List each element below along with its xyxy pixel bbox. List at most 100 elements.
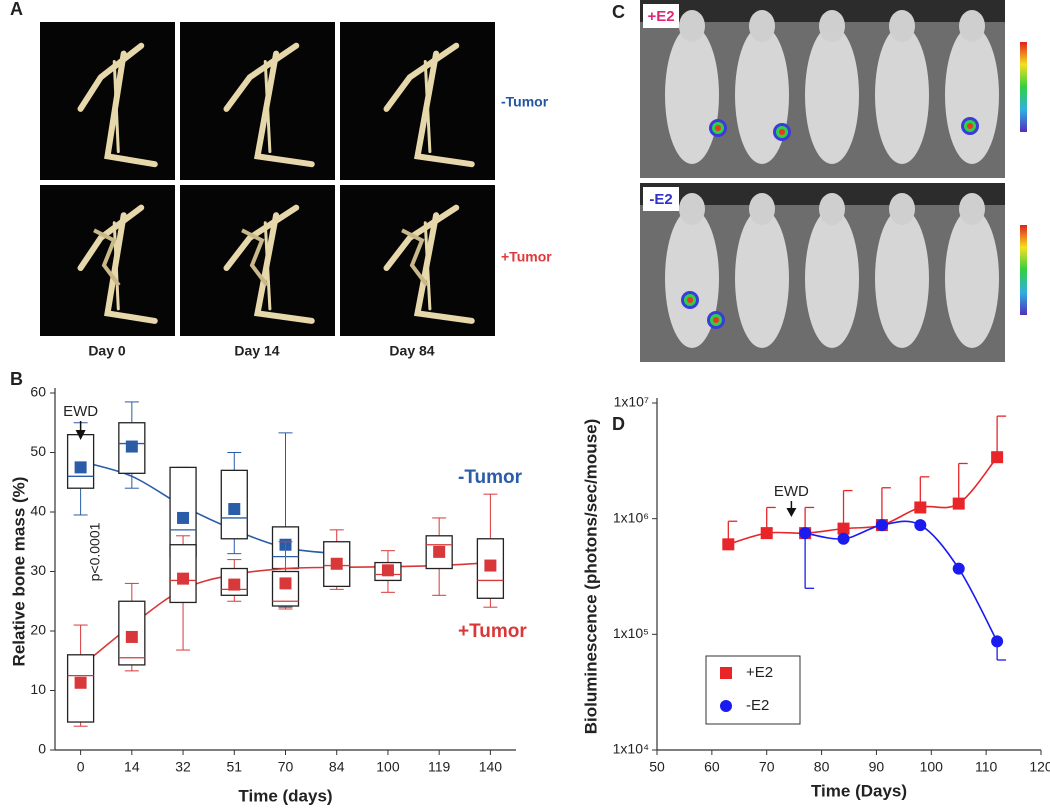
- image-label-bg: [643, 4, 679, 28]
- x-tick-label: 90: [869, 759, 885, 775]
- mouse-head: [959, 193, 985, 225]
- x-tick-label: 110: [975, 759, 998, 775]
- column-label: Day 14: [234, 343, 279, 359]
- y-tick-label: 20: [30, 622, 46, 638]
- annotation: EWD: [63, 403, 98, 420]
- annotation: p<0.0001: [87, 522, 103, 581]
- x-tick-label: 100: [920, 759, 944, 775]
- legend-marker: [720, 700, 732, 712]
- panel-label: C: [612, 2, 625, 22]
- mouse-head: [679, 193, 705, 225]
- mouse-head: [679, 10, 705, 42]
- point: [914, 501, 927, 514]
- bone: [423, 60, 432, 154]
- mean-marker: [125, 630, 138, 643]
- annotation-arrowhead: [786, 508, 797, 517]
- point: [837, 522, 850, 535]
- panel-c: +E2 -E2: [640, 0, 1027, 362]
- bone: [413, 50, 475, 168]
- bone: [263, 221, 272, 311]
- mean-marker: [381, 564, 394, 577]
- mouse: [735, 26, 789, 164]
- legend-marker: [720, 667, 732, 679]
- point: [991, 635, 1004, 648]
- mouse: [875, 209, 929, 348]
- x-tick-label: 120: [1029, 759, 1050, 775]
- mouse: [805, 26, 859, 164]
- x-tick-label: 14: [124, 759, 140, 775]
- point: [875, 519, 888, 532]
- bone: [413, 212, 475, 324]
- x-tick-label: 50: [649, 759, 665, 775]
- x-tick-label: 84: [329, 759, 345, 775]
- signal: [687, 297, 693, 303]
- y-tick-label: 40: [30, 503, 46, 519]
- point: [837, 532, 850, 545]
- y-tick-label: 1x10⁵: [613, 625, 649, 641]
- series-label: -Tumor: [458, 467, 523, 488]
- mean-marker: [177, 572, 190, 585]
- mouse-head: [819, 193, 845, 225]
- x-tick-label: 119: [428, 759, 451, 775]
- mean-marker: [279, 577, 292, 590]
- x-axis-label: Time (Days): [811, 781, 907, 800]
- lesion: [93, 228, 121, 287]
- bone: [104, 50, 158, 168]
- image-label: +E2: [647, 8, 674, 25]
- y-axis-label: Relative bone mass (%): [9, 477, 28, 667]
- bone: [223, 42, 300, 112]
- bone: [112, 221, 120, 311]
- mouse: [665, 26, 719, 164]
- column-label: Day 0: [88, 343, 126, 359]
- bone: [77, 204, 145, 272]
- image-label-bg: [643, 187, 679, 211]
- y-tick-label: 30: [30, 562, 46, 578]
- mouse: [665, 209, 719, 348]
- fit-curve: [804, 520, 998, 642]
- mean-marker: [228, 578, 241, 591]
- row-label: -Tumor: [501, 94, 549, 110]
- y-tick-label: 1x10⁴: [613, 741, 649, 757]
- imaging-rail: [640, 0, 1005, 22]
- point: [799, 527, 812, 540]
- mean-marker: [74, 676, 87, 689]
- imaging-rail: [640, 183, 1005, 205]
- signal: [715, 125, 721, 131]
- x-tick-label: 0: [77, 759, 85, 775]
- mouse-head: [889, 10, 915, 42]
- row-label: +Tumor: [501, 249, 552, 265]
- mean-marker: [484, 559, 497, 572]
- mouse-head: [889, 193, 915, 225]
- y-tick-label: 50: [30, 443, 46, 459]
- mouse: [945, 209, 999, 348]
- point: [991, 451, 1004, 464]
- panel-a: [40, 22, 495, 336]
- mean-marker: [330, 557, 343, 570]
- signal: [713, 317, 719, 323]
- x-tick-label: 60: [704, 759, 720, 775]
- mouse: [735, 209, 789, 348]
- panel-label: D: [612, 414, 625, 434]
- x-tick-label: 70: [759, 759, 775, 775]
- annotation-arrowhead: [75, 430, 86, 440]
- point: [952, 562, 965, 575]
- image-label: -E2: [649, 191, 672, 208]
- legend-label: -E2: [746, 697, 769, 714]
- mean-marker: [74, 461, 87, 474]
- mean-marker: [177, 511, 190, 524]
- bone: [104, 212, 158, 324]
- x-tick-label: 70: [278, 759, 294, 775]
- y-tick-label: 0: [38, 741, 46, 757]
- x-tick-label: 140: [479, 759, 503, 775]
- bone: [263, 60, 272, 154]
- bone: [383, 42, 460, 112]
- point: [722, 538, 735, 551]
- mean-marker: [433, 545, 446, 558]
- point: [952, 497, 965, 510]
- y-tick-label: 1x10⁶: [613, 509, 649, 525]
- signal: [967, 123, 973, 129]
- y-tick-label: 1x10⁷: [614, 394, 649, 410]
- y-axis-label: Bioluminescence (photons/sec/mouse): [581, 419, 600, 735]
